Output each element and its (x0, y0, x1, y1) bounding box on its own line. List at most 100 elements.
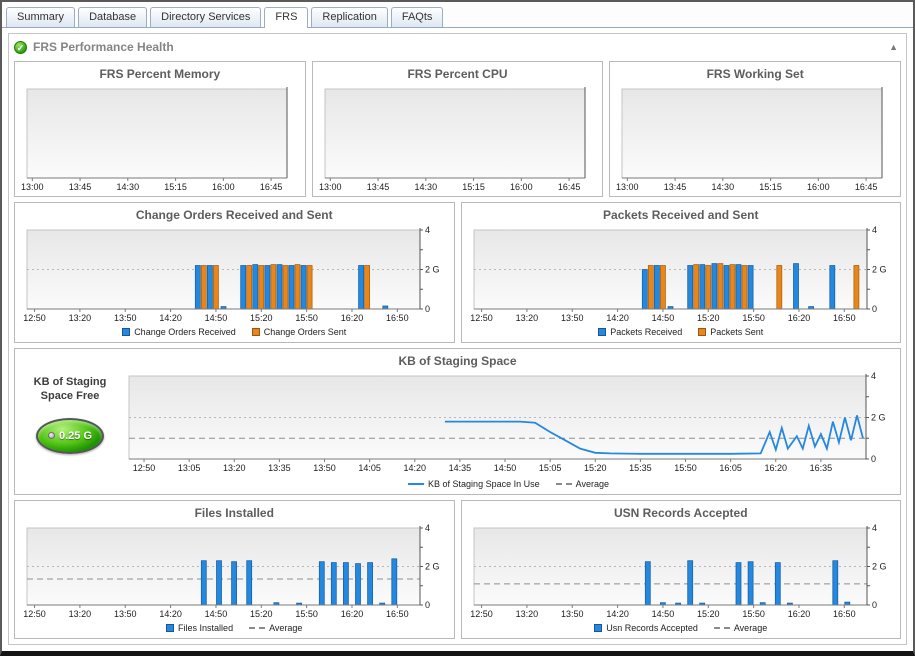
svg-text:14:50: 14:50 (651, 609, 674, 619)
svg-text:16:35: 16:35 (810, 463, 833, 473)
section-header: ✓ FRS Performance Health ▲ (14, 38, 901, 56)
chart-panel-frs-percent-cpu: FRS Percent CPU 13:00 13:45 14:30 15:15 16:0… (311, 61, 604, 197)
tab-directory-services[interactable]: Directory Services (150, 7, 262, 27)
chart-legend-kb-staging-space: KB of Staging Space In Use Average (121, 476, 896, 492)
chart-title: Change Orders Received and Sent (135, 207, 333, 222)
svg-text:12:50: 12:50 (470, 313, 493, 323)
legend-swatch-icon (251, 328, 260, 337)
svg-text:13:45: 13:45 (664, 182, 687, 192)
chart-title: FRS Percent CPU (407, 67, 508, 81)
svg-text:13:50: 13:50 (560, 609, 583, 619)
svg-text:14:50: 14:50 (494, 463, 517, 473)
svg-text:14:20: 14:20 (159, 609, 182, 619)
svg-text:13:50: 13:50 (313, 463, 336, 473)
chart-plot-packets: 12:50 13:20 13:50 14:20 14:50 15:20 15:50 16:20… (466, 224, 897, 325)
legend-label: Packets Received (610, 327, 683, 338)
svg-text:0: 0 (872, 304, 877, 314)
tab-frs[interactable]: FRS (264, 7, 309, 28)
legend-label: Usn Records Accepted (606, 623, 698, 633)
legend-entry: Change Orders Sent (251, 327, 346, 337)
tab-replication[interactable]: Replication (311, 7, 388, 27)
svg-text:14:20: 14:20 (606, 313, 629, 323)
staging-body: KB of Staging Space Free 0.25 G 12:50 13:… (19, 370, 896, 491)
svg-text:16:45: 16:45 (260, 182, 283, 192)
legend-entry-average: Average (249, 623, 302, 633)
section-title: FRS Performance Health (33, 40, 174, 54)
chart-plot-change-orders: 12:50 13:20 13:50 14:20 14:50 15:20 15:50 16:20… (19, 224, 450, 325)
svg-text:15:15: 15:15 (760, 182, 783, 192)
chart-plot-usn-records: 12:50 13:20 13:50 14:20 14:50 15:20 15:50 16:20… (466, 522, 897, 621)
svg-text:13:00: 13:00 (21, 182, 44, 192)
svg-text:16:20: 16:20 (341, 313, 364, 323)
chart-panel-change-orders: Change Orders Received and Sent 12:50 13:… (14, 201, 455, 344)
svg-text:0: 0 (425, 304, 430, 314)
chart-legend-usn-records: Usn Records Accepted Average (466, 620, 897, 636)
svg-text:16:45: 16:45 (855, 182, 878, 192)
chart-panel-files-installed: Files Installed 12:50 13:20 13:50 14:20 14:5… (14, 499, 455, 639)
svg-text:13:45: 13:45 (366, 182, 389, 192)
svg-text:13:05: 13:05 (178, 463, 201, 473)
legend-swatch-icon (166, 624, 175, 632)
legend-label: Average (575, 478, 609, 489)
svg-text:16:05: 16:05 (719, 463, 742, 473)
staging-chart-column: 12:50 13:05 13:20 13:35 13:50 14:05 14:20 14:35… (121, 370, 896, 491)
legend-label: Change Orders Received (134, 327, 236, 338)
chart-title: KB of Staging Space (398, 354, 517, 369)
svg-text:2 G: 2 G (425, 264, 440, 274)
svg-text:13:50: 13:50 (114, 609, 137, 619)
chart-legend-files-installed: Files Installed Average (19, 620, 450, 636)
legend-label: Average (733, 623, 768, 633)
tab-bar: Summary Database Directory Services FRS … (2, 2, 913, 28)
svg-text:14:35: 14:35 (449, 463, 472, 473)
chart-title: USN Records Accepted (613, 505, 748, 520)
svg-text:12:50: 12:50 (23, 313, 46, 323)
collapse-arrow-icon[interactable]: ▲ (889, 42, 898, 52)
gauge-label: KB of Staging Space Free (33, 376, 107, 402)
svg-text:14:30: 14:30 (414, 182, 437, 192)
chart-panel-packets: Packets Received and Sent 12:50 13:20 13:5… (460, 201, 901, 344)
svg-text:0: 0 (425, 600, 430, 610)
svg-text:14:50: 14:50 (205, 609, 228, 619)
svg-text:16:00: 16:00 (212, 182, 235, 192)
gauge-kb-staging-space-free: 0.25 G (36, 417, 104, 454)
svg-text:14:30: 14:30 (117, 182, 140, 192)
legend-label: Packets Sent (710, 327, 764, 338)
svg-text:13:20: 13:20 (69, 313, 92, 323)
legend-dash-icon (249, 627, 266, 629)
content-area: ✓ FRS Performance Health ▲ FRS Percent M… (2, 28, 913, 651)
svg-text:15:20: 15:20 (250, 609, 273, 619)
svg-text:16:50: 16:50 (833, 313, 856, 323)
gauge-led-icon (47, 432, 55, 440)
svg-text:13:50: 13:50 (114, 313, 137, 323)
svg-text:15:15: 15:15 (462, 182, 485, 192)
chart-title: Packets Received and Sent (603, 207, 759, 222)
legend-entry: Change Orders Received (122, 327, 236, 337)
chart-plot-files-installed: 12:50 13:20 13:50 14:20 14:50 15:20 15:50 16:20… (19, 522, 450, 621)
gauge-value: 0.25 G (58, 429, 93, 442)
legend-entry: KB of Staging Space In Use (408, 479, 540, 489)
svg-text:13:20: 13:20 (515, 313, 538, 323)
svg-text:13:00: 13:00 (616, 182, 639, 192)
svg-text:16:50: 16:50 (386, 313, 409, 323)
chart-title: Files Installed (194, 505, 274, 520)
legend-swatch-icon (598, 328, 607, 337)
svg-text:16:50: 16:50 (833, 609, 856, 619)
chart-plot-frs-percent-cpu: 13:00 13:45 14:30 15:15 16:00 16:45 (317, 83, 599, 194)
svg-text:16:20: 16:20 (764, 463, 787, 473)
tab-faqts[interactable]: FAQts (390, 7, 444, 27)
svg-text:15:20: 15:20 (697, 313, 720, 323)
chart-legend-packets: Packets Received Packets Sent (466, 324, 897, 340)
tab-summary[interactable]: Summary (6, 7, 76, 27)
svg-text:4: 4 (871, 371, 876, 381)
svg-text:0: 0 (872, 600, 877, 610)
svg-text:16:20: 16:20 (341, 609, 364, 619)
svg-text:13:20: 13:20 (69, 609, 92, 619)
chart-row-staging: KB of Staging Space KB of Staging Space … (14, 348, 901, 495)
tab-database[interactable]: Database (78, 7, 148, 27)
legend-dash-icon (555, 482, 572, 485)
svg-text:4: 4 (425, 523, 430, 533)
chart-plot-frs-percent-memory: 13:00 13:45 14:30 15:15 16:00 16:45 (19, 83, 301, 194)
chart-plot-kb-staging-space: 12:50 13:05 13:20 13:35 13:50 14:05 14:20 14:35… (121, 370, 896, 475)
chart-panel-kb-staging-space: KB of Staging Space KB of Staging Space … (14, 348, 901, 495)
